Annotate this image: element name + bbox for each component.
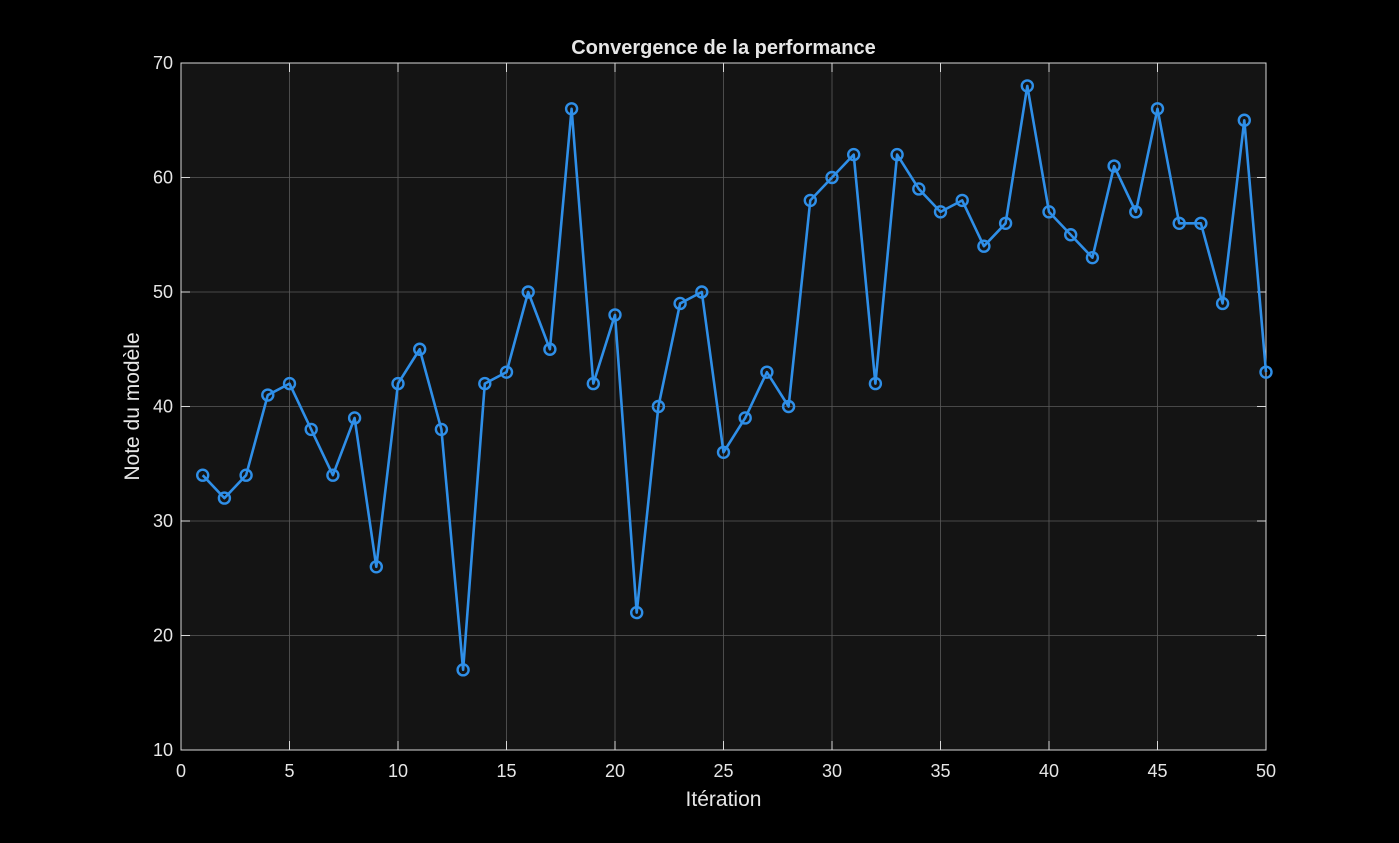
data-point <box>499 365 514 379</box>
x-tick-label: 45 <box>1147 761 1167 781</box>
data-point <box>825 170 839 185</box>
data-point <box>347 411 362 425</box>
data-point <box>304 422 318 437</box>
data-point <box>847 147 861 162</box>
x-tick-label: 15 <box>496 761 516 781</box>
data-point <box>478 376 492 391</box>
data-point <box>803 193 817 208</box>
x-tick-label: 20 <box>605 761 625 781</box>
data-point <box>1129 205 1143 219</box>
data-point <box>1063 228 1078 242</box>
data-point <box>1020 79 1035 93</box>
y-tick-label: 70 <box>153 53 173 73</box>
y-tick-label: 10 <box>153 740 173 760</box>
x-tick-label: 25 <box>713 761 733 781</box>
data-point <box>543 342 557 356</box>
data-point <box>217 491 232 505</box>
chart-title: Convergence de la performance <box>571 37 876 59</box>
data-point <box>630 605 644 620</box>
data-point <box>716 445 731 459</box>
x-axis-label: Itération <box>686 788 762 811</box>
data-point <box>695 285 709 299</box>
data-point <box>195 468 210 482</box>
x-tick-label: 40 <box>1039 761 1059 781</box>
data-point <box>673 296 687 311</box>
data-point <box>1194 216 1208 231</box>
y-tick-label: 40 <box>153 397 173 417</box>
data-point <box>933 205 948 219</box>
series <box>195 79 1273 677</box>
y-tick-label: 20 <box>153 626 173 646</box>
x-tick-label: 0 <box>176 761 186 781</box>
data-point <box>977 239 991 253</box>
data-point <box>261 388 275 402</box>
data-point <box>564 102 579 116</box>
tick-labels: 0 5 10 15 20 25 30 35 40 45 50 10 20 30 40 50 60 70 <box>153 53 1276 781</box>
data-point <box>912 182 926 196</box>
data-point <box>1215 296 1230 311</box>
x-tick-label: 50 <box>1256 761 1276 781</box>
data-point <box>456 663 470 677</box>
axis-ticks <box>180 62 1267 751</box>
x-tick-label: 35 <box>930 761 950 781</box>
data-point <box>738 411 752 425</box>
data-point <box>326 468 340 482</box>
y-tick-label: 50 <box>153 282 173 302</box>
data-point <box>413 342 427 356</box>
data-point <box>868 376 883 391</box>
data-point <box>781 399 796 414</box>
data-point <box>1172 216 1186 231</box>
data-point <box>239 468 253 482</box>
data-point <box>1259 365 1273 379</box>
data-point <box>1150 102 1165 116</box>
data-point <box>369 560 383 574</box>
data-point <box>651 399 666 414</box>
data-point <box>586 376 600 391</box>
data-point <box>760 365 774 379</box>
data-point <box>998 216 1013 231</box>
data-point <box>282 376 297 391</box>
data-point <box>391 376 405 391</box>
data-point <box>434 422 449 437</box>
data-point <box>1237 113 1252 127</box>
y-tick-label: 30 <box>153 511 173 531</box>
data-point <box>608 308 622 322</box>
x-tick-label: 30 <box>822 761 842 781</box>
data-point <box>955 193 969 208</box>
x-tick-label: 10 <box>388 761 408 781</box>
data-point <box>1042 205 1056 219</box>
data-point <box>521 285 535 299</box>
x-tick-label: 5 <box>284 761 294 781</box>
data-point <box>1107 159 1121 173</box>
data-point <box>1085 250 1100 265</box>
data-point <box>890 147 904 162</box>
y-axis-label: Note du modèle <box>121 332 144 480</box>
y-tick-label: 60 <box>153 168 173 188</box>
